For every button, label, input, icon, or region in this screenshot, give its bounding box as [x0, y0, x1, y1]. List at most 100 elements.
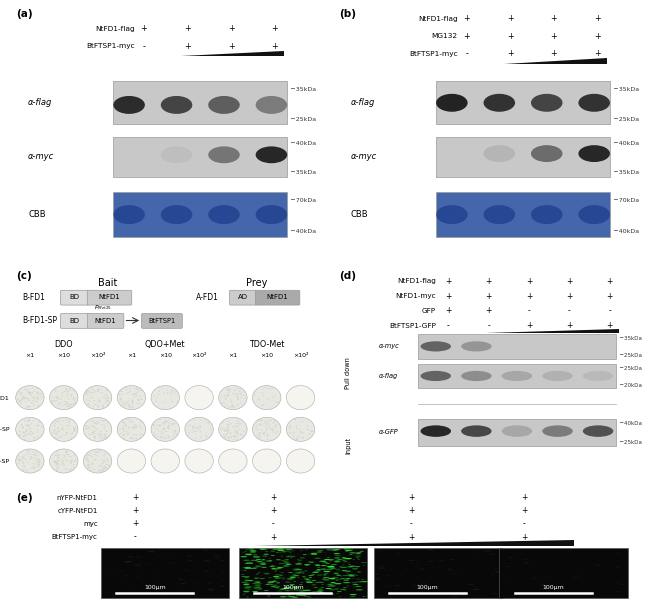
Circle shape: [28, 391, 30, 393]
Text: QDO+Met: QDO+Met: [145, 341, 185, 350]
Circle shape: [54, 431, 55, 432]
Text: Prey: Prey: [246, 278, 267, 288]
Circle shape: [41, 396, 42, 398]
Circle shape: [94, 438, 96, 439]
Circle shape: [342, 575, 348, 576]
Circle shape: [103, 461, 105, 462]
Circle shape: [256, 587, 261, 588]
Circle shape: [307, 429, 309, 430]
Circle shape: [136, 556, 142, 557]
Circle shape: [348, 574, 354, 576]
Circle shape: [94, 404, 96, 405]
Circle shape: [99, 465, 101, 466]
Circle shape: [228, 437, 229, 438]
Circle shape: [142, 434, 144, 435]
Circle shape: [230, 437, 232, 438]
Circle shape: [259, 399, 260, 400]
Circle shape: [134, 565, 141, 566]
Ellipse shape: [421, 425, 451, 437]
Text: -: -: [528, 307, 530, 316]
Circle shape: [179, 579, 184, 580]
Circle shape: [361, 581, 368, 582]
Circle shape: [316, 591, 322, 592]
Circle shape: [133, 394, 135, 395]
Circle shape: [416, 563, 420, 564]
Circle shape: [135, 438, 136, 439]
Circle shape: [62, 460, 64, 461]
Circle shape: [307, 593, 313, 594]
Circle shape: [70, 461, 72, 462]
Circle shape: [55, 400, 57, 401]
Circle shape: [334, 583, 342, 584]
Circle shape: [62, 421, 64, 422]
Circle shape: [57, 427, 59, 428]
Circle shape: [335, 555, 341, 556]
Circle shape: [66, 402, 68, 403]
Circle shape: [70, 433, 72, 435]
Circle shape: [180, 590, 185, 591]
Circle shape: [240, 389, 242, 390]
Circle shape: [380, 565, 385, 566]
Circle shape: [140, 396, 141, 397]
Circle shape: [88, 454, 89, 456]
Circle shape: [319, 561, 326, 562]
Circle shape: [94, 436, 96, 437]
Circle shape: [97, 391, 99, 392]
Circle shape: [134, 427, 135, 428]
Circle shape: [122, 422, 124, 423]
Circle shape: [299, 591, 305, 593]
Ellipse shape: [113, 96, 145, 114]
Circle shape: [293, 570, 299, 571]
Circle shape: [265, 584, 269, 585]
Circle shape: [255, 427, 257, 428]
Circle shape: [299, 428, 300, 430]
Circle shape: [26, 430, 27, 431]
Ellipse shape: [461, 425, 491, 437]
Circle shape: [300, 431, 302, 433]
Ellipse shape: [253, 418, 281, 441]
Circle shape: [256, 422, 257, 423]
Circle shape: [124, 561, 131, 562]
Circle shape: [241, 391, 242, 393]
Circle shape: [471, 573, 474, 574]
Circle shape: [58, 397, 59, 398]
Circle shape: [95, 427, 96, 428]
Circle shape: [332, 585, 336, 586]
Circle shape: [56, 462, 58, 464]
Text: A/B-FD1-SP: A/B-FD1-SP: [0, 459, 10, 464]
Circle shape: [237, 439, 238, 440]
Circle shape: [90, 387, 92, 388]
Circle shape: [26, 390, 27, 391]
Circle shape: [70, 468, 72, 470]
Text: +: +: [408, 507, 415, 516]
Ellipse shape: [83, 418, 112, 441]
Circle shape: [155, 401, 157, 402]
Circle shape: [37, 391, 38, 393]
Text: (e): (e): [16, 493, 32, 502]
Circle shape: [332, 568, 336, 569]
Circle shape: [73, 467, 74, 468]
Circle shape: [261, 562, 265, 563]
Circle shape: [265, 430, 267, 431]
Circle shape: [120, 433, 122, 434]
Circle shape: [249, 550, 256, 551]
Circle shape: [86, 390, 88, 391]
Text: Input: Input: [345, 436, 351, 454]
Circle shape: [120, 399, 122, 400]
Circle shape: [164, 438, 165, 439]
Circle shape: [239, 391, 240, 392]
Circle shape: [60, 436, 62, 437]
Ellipse shape: [161, 205, 192, 224]
Circle shape: [196, 427, 198, 428]
Circle shape: [280, 560, 285, 561]
Ellipse shape: [531, 205, 562, 224]
Circle shape: [92, 456, 93, 458]
Circle shape: [390, 570, 393, 571]
Text: +: +: [132, 507, 138, 516]
Circle shape: [234, 425, 235, 427]
Circle shape: [199, 425, 201, 427]
Circle shape: [21, 426, 23, 427]
Circle shape: [332, 564, 337, 565]
Ellipse shape: [255, 147, 287, 163]
Circle shape: [124, 435, 125, 436]
